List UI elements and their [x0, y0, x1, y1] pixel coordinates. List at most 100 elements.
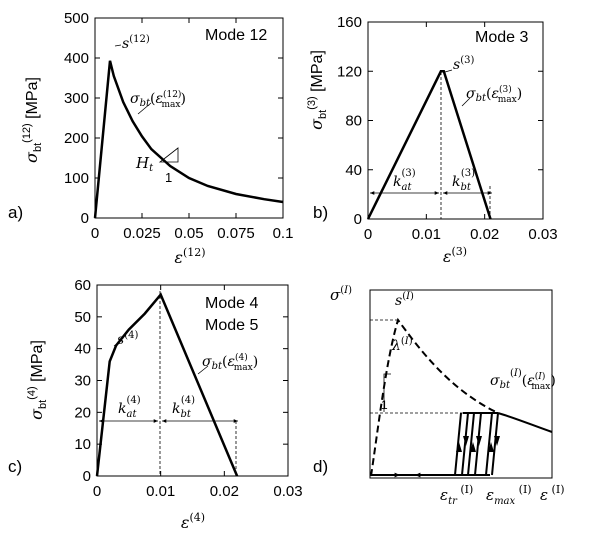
panel-a-sigma-leader [137, 102, 152, 115]
panel-d-xlabel: ε (I) [540, 483, 565, 504]
panel-c-label: c) [8, 457, 22, 476]
panel-b-kat-annotation: kat(3) [393, 168, 416, 193]
panel-b-xtick-label: 0.02 [470, 226, 499, 243]
panel-d-slope-triangle [383, 373, 391, 412]
panel-c-kat-annotation: kat(4) [118, 395, 141, 420]
panel-d-arrowhead-5 [488, 442, 494, 452]
panel-a-xtick-label: 0.1 [273, 225, 294, 242]
panel-a-xlabel: ε(12) [174, 246, 205, 267]
panel-c-xtick-label: 0.03 [273, 483, 302, 500]
panel-d-arrowhead-4 [476, 436, 482, 446]
panel-b-xtick-label: 0.01 [412, 226, 441, 243]
panel-c-ytick-label: 40 [74, 341, 91, 358]
panel-d-loop-2 [467, 412, 482, 476]
panel-d-emax-annotation: εmax (I) [486, 483, 532, 507]
panel-a-Ht-annotation: Ht [135, 154, 154, 174]
panel-b-s3-annotation: s(3) [453, 55, 474, 73]
panel-a-y-ticks: 0 100 200 300 400 500 [64, 10, 283, 227]
panel-c-s4-annotation: s(4) [117, 330, 138, 348]
panel-a-s12-leader [114, 44, 122, 47]
panel-c-xtick-label: 0 [93, 483, 101, 500]
panel-c-ytick-label: 30 [74, 373, 91, 390]
panel-a-ytick-label: 400 [64, 50, 89, 67]
panel-b-ytick-label: 160 [337, 14, 362, 31]
panel-a-ytick-label: 100 [64, 170, 89, 187]
panel-c-x-ticks: 0 0.01 0.02 0.03 [93, 285, 303, 500]
panel-d-arrowhead-6 [494, 436, 500, 446]
panel-d-arrowhead-2 [463, 436, 469, 446]
panel-b-kbt-annotation: kbt(3) [452, 168, 475, 193]
panel-d-label: d) [313, 457, 328, 476]
panel-d-arrowhead-3 [470, 442, 476, 452]
panel-d-arrowhead-1 [456, 442, 462, 452]
panel-c-xlabel: ε(4) [181, 511, 205, 532]
panel-c-frame [96, 284, 289, 477]
panel-d-loop-3 [485, 412, 499, 476]
panel-b: 0 40 80 120 160 0 0.01 0.02 0.03 Mode 3 b) σbt(… [306, 14, 558, 266]
panel-c-ytick-label: 0 [83, 468, 91, 485]
panel-d-frame [369, 289, 553, 479]
panel-b-x-ticks: 0 0.01 0.02 0.03 [364, 22, 558, 243]
panel-d-sI-annotation: s(I) [395, 291, 414, 309]
panel-b-s3-leader [444, 69, 453, 73]
panel-b-label: b) [313, 203, 328, 222]
panel-c-kbt-annotation: kbt(4) [172, 395, 195, 420]
panel-a-ytick-label: 500 [64, 10, 89, 27]
panel-a-label: a) [8, 203, 23, 222]
panel-a-xtick-label: 0.05 [174, 225, 203, 242]
panel-c-sigma-leader [197, 365, 209, 375]
panel-a-xtick-label: 0.025 [123, 225, 161, 242]
panel-c-xtick-label: 0.01 [146, 483, 175, 500]
panel-c-curve [95, 292, 239, 477]
panel-c-ytick-label: 50 [74, 309, 91, 326]
svg-text:σbt(4) [MPa]: σbt(4) [MPa] [26, 340, 49, 420]
panel-a-xtick-label: 0 [91, 225, 99, 242]
panel-c-y-ticks: 0 10 20 30 40 50 60 [74, 277, 288, 485]
panel-a-ylabel: σbt(12) [MPa] [21, 77, 44, 163]
panel-d-slope-one: 1 [381, 398, 388, 412]
panel-b-xtick-label: 0.03 [528, 226, 557, 243]
panel-b-sigma-leader [461, 97, 471, 107]
panel-d-lambda-annotation: λ(I) [391, 336, 413, 354]
panel-b-y-ticks: 0 40 80 120 160 [337, 14, 543, 228]
panel-d: d) σ(I) s(I) λ(I) 1 σbt(I)(ε(I) max) εtr … [313, 285, 565, 507]
svg-text:σbt(12) [MPa]: σbt(12) [MPa] [21, 77, 44, 163]
panel-a-sigma-annotation: σbt(ε(12) max) [130, 89, 186, 110]
panel-c-mode-label-1: Mode 4 [205, 295, 258, 312]
panel-b-ytick-label: 0 [354, 211, 362, 228]
panel-c: 0 10 20 30 40 50 60 0 0.01 0.02 0.03 Mode 4 Mode … [8, 277, 303, 532]
panel-a-mode-label: Mode 12 [205, 27, 267, 44]
panel-a: 0 100 200 300 400 500 0 0.025 0.05 0.075 0.1 Mode… [8, 10, 293, 267]
panel-d-etr-annotation: εtr (I) [440, 483, 473, 507]
panel-a-xtick-label: 0.075 [217, 225, 255, 242]
panel-c-ytick-label: 10 [74, 436, 91, 453]
svg-text:σbt(3) [MPa]: σbt(3) [MPa] [306, 50, 329, 130]
panel-d-dashed-curve [370, 317, 499, 477]
panel-a-s12-annotation: s(12) [122, 34, 150, 52]
panel-b-ytick-label: 80 [345, 113, 362, 130]
panel-c-ytick-label: 20 [74, 404, 91, 421]
panel-a-curve [93, 60, 284, 219]
panel-b-xlabel: ε(3) [443, 245, 467, 266]
panel-a-ytick-label: 0 [81, 210, 89, 227]
panel-d-ylabel: σ(I) [330, 285, 352, 304]
panel-d-sigma-annotation: σbt(I)(ε(I) max) [490, 368, 556, 392]
panel-c-ytick-label: 60 [74, 277, 91, 294]
panel-b-ylabel: σbt(3) [MPa] [306, 50, 329, 130]
panel-b-ytick-label: 40 [345, 162, 362, 179]
panel-a-ytick-label: 300 [64, 90, 89, 107]
panel-b-curve [366, 70, 492, 220]
panel-c-xtick-label: 0.02 [210, 483, 239, 500]
panel-c-sigma-annotation: σbt(ε(4) max) [202, 352, 258, 373]
panel-a-slope-triangle [158, 147, 179, 163]
panel-b-ytick-label: 120 [337, 63, 362, 80]
panel-a-slope-one: 1 [165, 170, 172, 185]
panel-c-ylabel: σbt(4) [MPa] [26, 340, 49, 420]
panel-c-s4-leader [113, 341, 120, 347]
panel-a-ytick-label: 200 [64, 130, 89, 147]
panel-d-softening-curve [497, 412, 553, 433]
panel-b-xtick-label: 0 [364, 226, 372, 243]
panel-c-mode-label-2: Mode 5 [205, 317, 258, 334]
panel-d-loop-1 [454, 412, 469, 476]
